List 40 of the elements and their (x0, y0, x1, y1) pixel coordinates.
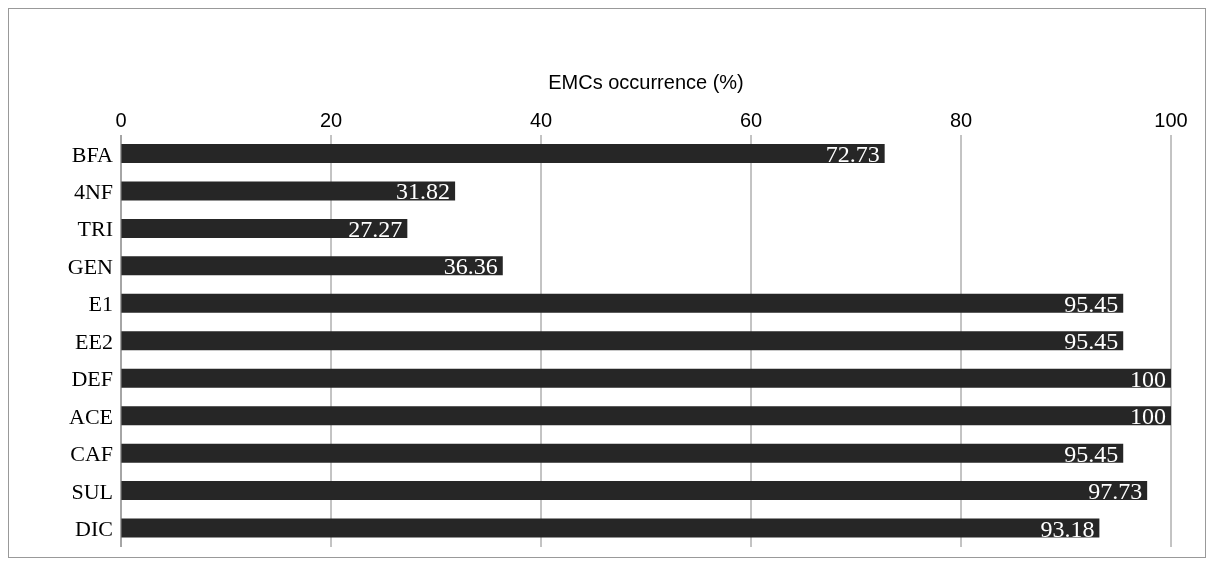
data-label: 100 (1130, 365, 1166, 392)
data-label: 31.82 (396, 178, 451, 205)
y-tick-label: GEN (67, 253, 114, 279)
x-tick-label: 60 (739, 109, 763, 131)
x-tick-label: 20 (319, 109, 343, 131)
bar (121, 293, 1124, 313)
x-tick-label: 40 (529, 109, 553, 131)
data-label: 95.45 (1064, 440, 1119, 467)
x-tick-label: 80 (949, 109, 973, 131)
bar (121, 368, 1171, 388)
y-tick-label: DIC (75, 516, 113, 542)
bar (121, 256, 503, 276)
y-tick-label: CAF (70, 441, 113, 467)
bar (121, 331, 1124, 351)
data-label: 36.36 (443, 253, 498, 280)
y-tick-label: TRI (77, 216, 113, 242)
x-tick-label: 0 (115, 109, 127, 131)
data-label: 100 (1130, 403, 1166, 430)
y-tick-label: 4NF (73, 178, 113, 204)
bar (121, 144, 885, 163)
bar (121, 481, 1148, 501)
y-tick-label: DEF (71, 366, 113, 392)
data-label: 27.27 (348, 215, 403, 242)
bar (121, 518, 1100, 538)
bar (121, 406, 1171, 426)
bar (121, 181, 456, 201)
data-label: 95.45 (1064, 290, 1119, 317)
y-tick-label: E1 (88, 291, 113, 317)
y-tick-label: EE2 (75, 328, 113, 354)
y-tick-label: BFA (71, 141, 114, 167)
x-axis-title: EMCs occurrence (%) (548, 71, 744, 94)
data-label: 93.18 (1040, 515, 1095, 542)
data-label: 72.73 (825, 141, 880, 168)
bar (121, 443, 1124, 463)
x-tick-label: 100 (1154, 109, 1188, 131)
data-label: 95.45 (1064, 328, 1119, 355)
data-label: 97.73 (1088, 478, 1143, 505)
y-tick-label: SUL (71, 478, 113, 504)
bar (121, 218, 408, 238)
y-tick-label: ACE (69, 403, 113, 429)
